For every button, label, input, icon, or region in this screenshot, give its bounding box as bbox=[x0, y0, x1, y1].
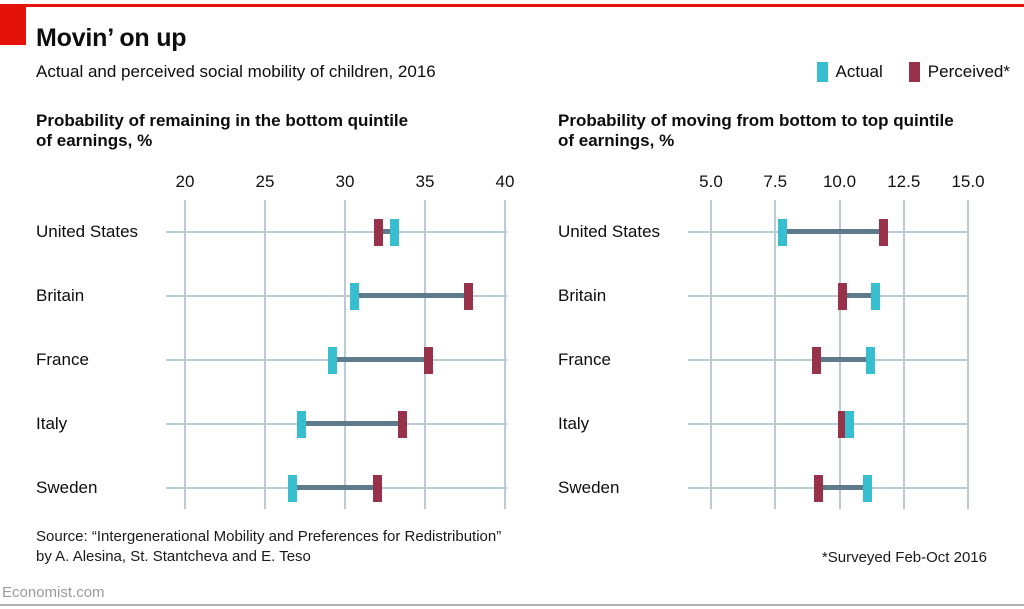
legend-label: Actual bbox=[835, 62, 883, 81]
perceived-marker bbox=[423, 347, 433, 374]
country-label: Sweden bbox=[558, 478, 620, 497]
perceived-marker bbox=[463, 283, 473, 310]
x-tick-label: 5.0 bbox=[699, 172, 723, 191]
dumbbell-connector bbox=[378, 229, 395, 234]
dumbbell-connector bbox=[301, 421, 403, 426]
perceived-marker bbox=[837, 411, 847, 438]
actual-marker bbox=[870, 283, 880, 310]
vertical-gridline bbox=[504, 200, 506, 509]
legend-item-perceived: Perceived* bbox=[908, 62, 1010, 82]
panel-title-line: of earnings, % bbox=[558, 131, 675, 150]
horizontal-gridline bbox=[688, 295, 969, 297]
economist-brand: Economist.com bbox=[2, 584, 105, 601]
x-tick-label: 20 bbox=[175, 172, 195, 191]
actual-marker bbox=[863, 475, 873, 502]
perceived-marker bbox=[372, 475, 382, 502]
actual-marker bbox=[845, 411, 855, 438]
panel-title-line: Probability of moving from bottom to top… bbox=[558, 111, 954, 130]
dumbbell-connector bbox=[818, 485, 868, 490]
source-note: Source: “Intergenerational Mobility and … bbox=[36, 527, 501, 567]
vertical-gridline bbox=[184, 200, 186, 509]
actual-marker bbox=[865, 347, 875, 374]
perceived-marker bbox=[811, 347, 821, 374]
horizontal-gridline bbox=[166, 295, 507, 297]
dumbbell-connector bbox=[332, 357, 429, 362]
country-label: Italy bbox=[558, 414, 590, 433]
legend-item-actual: Actual bbox=[816, 62, 883, 82]
country-label: United States bbox=[558, 222, 661, 241]
x-tick-label: 12.5 bbox=[887, 172, 921, 191]
country-label: Sweden bbox=[36, 478, 98, 497]
actual-marker bbox=[350, 283, 360, 310]
bottom-rule bbox=[0, 604, 1024, 606]
actual-swatch-icon bbox=[816, 62, 828, 82]
dumbbell-connector bbox=[782, 229, 884, 234]
vertical-gridline bbox=[902, 200, 905, 509]
source-line: Source: “Intergenerational Mobility and … bbox=[36, 528, 502, 545]
page-subtitle: Actual and perceived social mobility of … bbox=[36, 62, 436, 81]
perceived-marker bbox=[837, 283, 847, 310]
panel-title: Probability of remaining in the bottom q… bbox=[36, 111, 408, 151]
dumbbell-connector bbox=[292, 485, 377, 490]
vertical-gridline bbox=[344, 200, 346, 509]
x-tick-label: 10.0 bbox=[822, 172, 857, 191]
vertical-gridline bbox=[774, 200, 777, 509]
perceived-marker bbox=[878, 219, 888, 246]
x-tick-label: 30 bbox=[335, 172, 355, 191]
vertical-gridline bbox=[710, 200, 712, 509]
perceived-marker bbox=[814, 475, 824, 502]
dumbbell-connector bbox=[842, 293, 876, 298]
source-line: by A. Alesina, St. Stantcheva and E. Tes… bbox=[36, 548, 311, 565]
country-label: United States bbox=[36, 222, 139, 241]
actual-marker bbox=[287, 475, 297, 502]
panel-title-line: Probability of remaining in the bottom q… bbox=[36, 111, 409, 130]
country-label: Britain bbox=[558, 286, 607, 305]
legend-label: Perceived* bbox=[927, 62, 1010, 81]
page-title: Movin’ on up bbox=[36, 24, 187, 52]
vertical-gridline bbox=[264, 200, 266, 509]
x-tick-label: 15.0 bbox=[951, 172, 985, 191]
actual-marker bbox=[327, 347, 337, 374]
vertical-gridline bbox=[967, 200, 969, 509]
country-label: France bbox=[36, 350, 89, 369]
actual-marker bbox=[390, 219, 400, 246]
legend: Actual Perceived* bbox=[816, 62, 1010, 82]
horizontal-gridline bbox=[688, 423, 969, 425]
panel-title: Probability of moving from bottom to top… bbox=[558, 111, 954, 151]
actual-marker bbox=[778, 219, 788, 246]
x-tick-label: 35 bbox=[415, 172, 435, 191]
dumbbell-connector bbox=[816, 357, 871, 362]
top-red-rule bbox=[0, 4, 1024, 7]
x-tick-label: 40 bbox=[495, 172, 515, 191]
x-tick-label: 7.5 bbox=[763, 172, 788, 191]
economist-red-tab bbox=[0, 4, 26, 45]
panel-title-line: of earnings, % bbox=[36, 131, 153, 150]
country-label: Britain bbox=[36, 286, 85, 305]
perceived-swatch-icon bbox=[908, 62, 920, 82]
horizontal-gridline bbox=[166, 231, 507, 233]
actual-marker bbox=[297, 411, 307, 438]
country-label: France bbox=[558, 350, 611, 369]
dumbbell-connector bbox=[354, 293, 469, 298]
perceived-marker bbox=[398, 411, 408, 438]
vertical-gridline bbox=[838, 200, 841, 509]
perceived-marker bbox=[374, 219, 384, 246]
survey-footnote: *Surveyed Feb-Oct 2016 bbox=[821, 549, 987, 566]
x-tick-label: 25 bbox=[255, 172, 275, 191]
country-label: Italy bbox=[36, 414, 68, 433]
